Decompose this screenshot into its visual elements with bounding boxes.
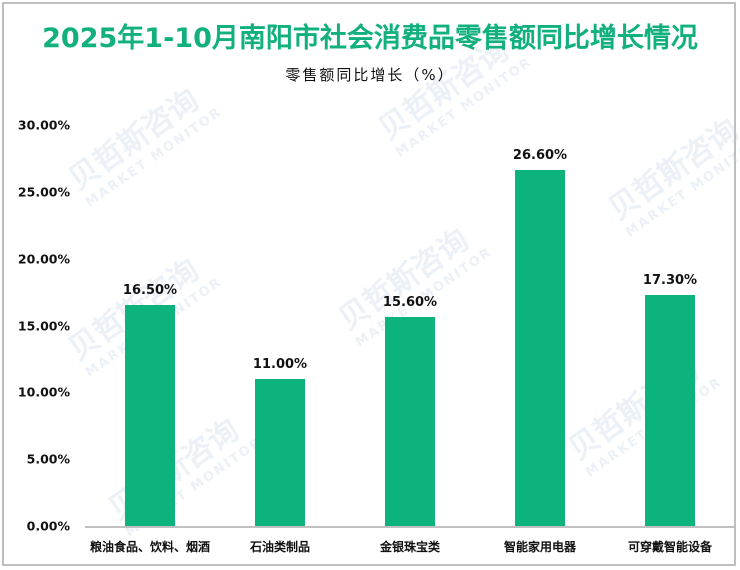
bar-value-label: 15.60% [382,295,438,311]
y-tick-label: 25.00% [17,184,70,200]
bar [255,378,305,526]
y-tick-label: 10.00% [17,384,70,400]
chart-title: 2025年1-10月南阳市社会消费品零售额同比增长情况 [42,23,698,54]
bar [125,305,175,526]
x-category-label: 石油类制品 [249,540,310,554]
bar [385,317,435,526]
x-axis-line [85,526,735,528]
bar [645,294,695,526]
y-tick-label: 30.00% [17,117,70,133]
x-category-label: 金银珠宝类 [379,540,440,554]
bar-value-label: 26.60% [512,148,568,164]
bar [515,170,565,526]
x-category-label: 可穿戴智能设备 [627,540,712,554]
bar-value-label: 11.00% [252,356,308,372]
x-category-label: 智能家用电器 [503,540,576,554]
y-tick-label: 15.00% [17,318,70,333]
bar-value-label: 17.30% [642,272,698,288]
y-tick-label: 0.00% [26,518,70,534]
y-tick-label: 20.00% [17,251,70,267]
bar-value-label: 16.50% [122,283,178,299]
x-category-label: 粮油食品、饮料、烟酒 [89,540,210,554]
y-tick-label: 5.00% [26,451,70,467]
chart-subtitle: 零售额同比增长（%） [285,66,455,84]
